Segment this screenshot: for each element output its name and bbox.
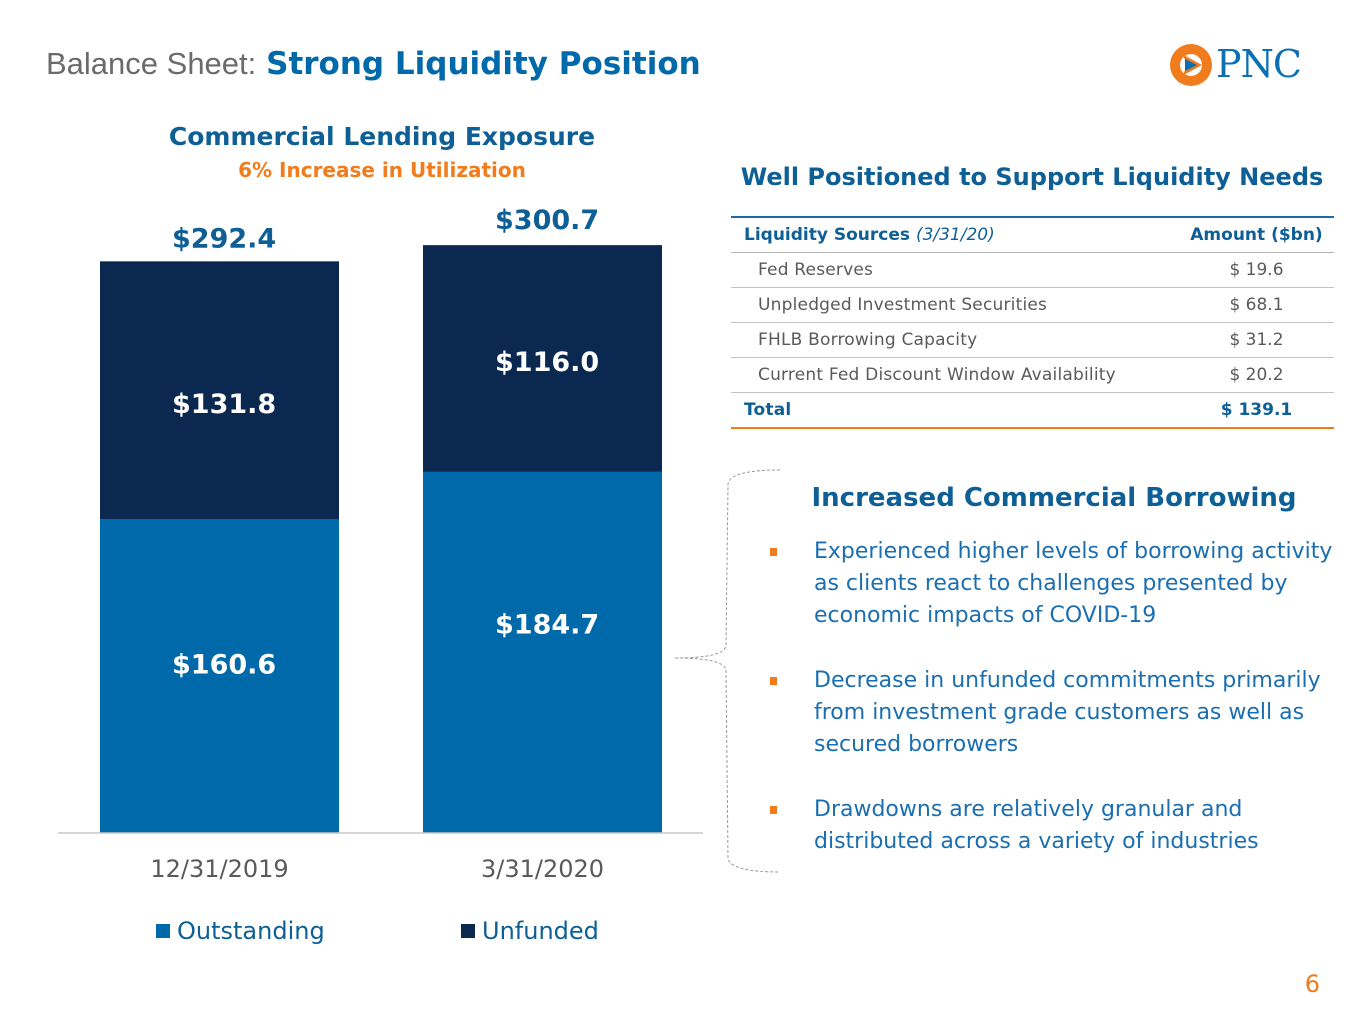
pnc-logo: PNC	[1168, 40, 1328, 88]
row-label: Fed Reserves	[758, 260, 874, 280]
liquidity-title: Well Positioned to Support Liquidity Nee…	[740, 163, 1324, 191]
table-row: Fed Reserves $ 19.6	[731, 253, 1334, 288]
row-label: Current Fed Discount Window Availability	[758, 365, 1116, 385]
legend-swatch	[461, 924, 475, 938]
bullet-square-icon	[770, 548, 777, 556]
table-row: Unpledged Investment Securities $ 68.1	[731, 288, 1334, 323]
total-label: $300.7	[495, 205, 599, 236]
legend-swatch	[156, 924, 170, 938]
borrowing-bullet-list: Experienced higher levels of borrowing a…	[768, 536, 1348, 891]
bullet-text: Decrease in unfunded commitments primari…	[814, 668, 1321, 757]
row-amount: $ 19.6	[1229, 260, 1284, 280]
bullet-square-icon	[770, 677, 777, 685]
total-amount: $ 139.1	[1220, 400, 1293, 420]
row-amount: $ 20.2	[1229, 365, 1284, 385]
table-total-row: Total $ 139.1	[731, 393, 1334, 428]
header-sources-note: (3/31/20)	[915, 225, 995, 245]
header-sources-label: Liquidity Sources	[744, 225, 911, 245]
data-label: $160.6	[172, 649, 276, 680]
header-sources: Liquidity Sources (3/31/20)	[731, 217, 1179, 253]
page-title-main: Strong Liquidity Position	[266, 46, 701, 82]
bracket-connector	[673, 469, 781, 873]
legend-label: Outstanding	[177, 917, 325, 945]
list-item: Decrease in unfunded commitments primari…	[768, 665, 1348, 761]
header-amount: Amount ($bn)	[1190, 225, 1323, 245]
list-item: Experienced higher levels of borrowing a…	[768, 536, 1348, 632]
row-label: Unpledged Investment Securities	[758, 295, 1048, 315]
total-label: Total	[744, 400, 792, 420]
data-label: $184.7	[495, 610, 599, 641]
list-item: Drawdowns are relatively granular and di…	[768, 794, 1348, 858]
row-amount: $ 68.1	[1229, 295, 1284, 315]
chart-title: Commercial Lending Exposure	[168, 122, 596, 151]
pnc-logo-text: PNC	[1216, 42, 1302, 86]
page-title: Balance Sheet: Strong Liquidity Position	[46, 40, 701, 88]
total-label: $292.4	[172, 223, 276, 254]
page-title-prefix: Balance Sheet:	[46, 46, 257, 81]
liquidity-table: Liquidity Sources (3/31/20) Amount ($bn)…	[731, 216, 1334, 429]
bar-unfunded	[423, 245, 662, 472]
page-number: 6	[1304, 970, 1320, 998]
row-label: FHLB Borrowing Capacity	[758, 330, 978, 350]
bar-unfunded	[100, 261, 339, 520]
borrowing-title: Increased Commercial Borrowing	[811, 483, 1297, 513]
stacked-bar-chart: $160.6 $131.8 $292.4 12/31/2019 $184.7 $116.0…	[58, 205, 703, 945]
data-label: $116.0	[495, 347, 599, 378]
x-tick-label: 3/31/2020	[481, 855, 604, 883]
bullet-square-icon	[770, 806, 777, 814]
legend-label: Unfunded	[482, 917, 599, 945]
table-row: Current Fed Discount Window Availability…	[731, 358, 1334, 393]
pnc-mark-icon	[1170, 44, 1212, 86]
chart-subtitle: 6% Increase in Utilization	[238, 158, 526, 182]
data-label: $131.8	[172, 389, 276, 420]
bar-outstanding	[423, 471, 662, 833]
table-row: FHLB Borrowing Capacity $ 31.2	[731, 323, 1334, 358]
table-header-row: Liquidity Sources (3/31/20) Amount ($bn)	[731, 217, 1334, 253]
bullet-text: Drawdowns are relatively granular and di…	[814, 797, 1259, 854]
bullet-text: Experienced higher levels of borrowing a…	[814, 539, 1333, 628]
row-amount: $ 31.2	[1229, 330, 1284, 350]
x-tick-label: 12/31/2019	[150, 855, 288, 883]
bar-outstanding	[100, 519, 339, 833]
